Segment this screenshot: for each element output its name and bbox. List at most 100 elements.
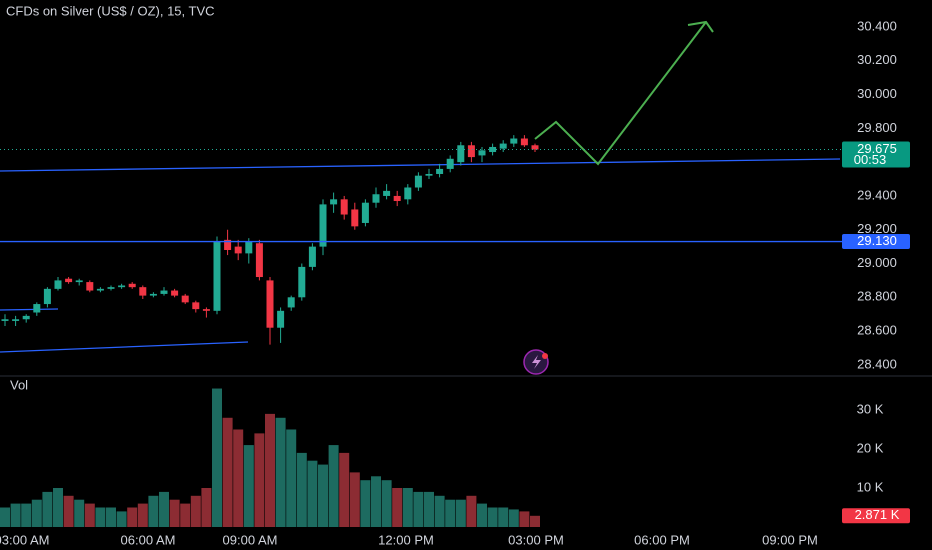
volume-bar — [212, 388, 222, 527]
x-tick-label: 09:00 AM — [223, 532, 278, 547]
candle-body — [96, 288, 104, 291]
volume-bar — [127, 507, 138, 527]
volume-bar — [286, 429, 297, 527]
volume-bar — [296, 452, 307, 527]
candle-body — [361, 202, 369, 223]
volume-bar — [74, 499, 85, 527]
projection-arrow — [534, 21, 707, 166]
volume-bar — [243, 445, 254, 527]
volume-bar — [519, 511, 530, 527]
volume-badge — [842, 508, 910, 524]
candle-body — [22, 315, 30, 320]
x-tick-label: 12:00 PM — [378, 532, 434, 547]
x-tick-label: 03:00 AM — [0, 532, 49, 547]
volume-bar — [466, 495, 477, 527]
volume-bar — [339, 452, 350, 527]
candle-body — [181, 295, 189, 303]
y-tick-label: 30.400 — [857, 18, 897, 33]
y-tick-label: 30.200 — [857, 52, 897, 67]
volume-bar — [169, 499, 180, 527]
y-tick-label: 28.800 — [857, 289, 897, 304]
candle-body — [245, 241, 253, 254]
candle-body — [139, 287, 147, 296]
candle-body — [33, 304, 41, 313]
x-tick-label: 06:00 AM — [121, 532, 176, 547]
candle-body — [160, 290, 168, 294]
candle-body — [467, 145, 475, 158]
volume-bar — [508, 509, 519, 527]
volume-bar — [318, 464, 328, 527]
volume-bar — [371, 476, 381, 527]
volume-bar — [63, 495, 74, 527]
volume-bar — [413, 491, 424, 527]
volume-bar — [190, 495, 201, 527]
candle-body — [499, 143, 507, 149]
volume-bar — [0, 507, 10, 527]
volume-bar — [137, 503, 148, 527]
candle-body — [128, 283, 136, 288]
candle-body — [86, 282, 94, 291]
candle-body — [372, 194, 380, 203]
candle-body — [287, 297, 295, 308]
volume-tick-label: 10 K — [857, 479, 884, 494]
candle-body — [213, 241, 221, 311]
volume-bar — [222, 417, 233, 527]
volume-bar — [116, 511, 127, 527]
candle-body — [414, 175, 422, 188]
volume-bar — [265, 413, 275, 527]
candle-body — [171, 290, 179, 296]
trend-line — [0, 341, 249, 353]
level-badge — [842, 234, 910, 250]
volume-bar — [445, 499, 456, 527]
candle-body — [149, 293, 157, 296]
y-tick-label: 28.600 — [857, 323, 897, 338]
volume-bar — [233, 429, 244, 527]
candle-body — [531, 145, 539, 150]
arrow-head — [687, 20, 714, 33]
countdown-label: 00:53 — [854, 152, 887, 167]
y-tick-label: 29.800 — [857, 120, 897, 135]
volume-bar — [95, 507, 106, 527]
candle-body — [425, 173, 433, 176]
volume-label: Vol — [10, 377, 28, 392]
candle-body — [319, 204, 327, 247]
volume-bar — [498, 507, 509, 527]
candle-body — [298, 266, 306, 298]
volume-bar — [360, 480, 371, 527]
volume-bar — [180, 503, 191, 527]
candle-body — [266, 280, 274, 328]
candle-body — [234, 246, 242, 254]
volume-bar — [201, 487, 212, 527]
candle-body — [12, 319, 20, 321]
last-price-label: 29.675 — [857, 141, 897, 156]
volume-last-label: 2.871 K — [855, 507, 900, 522]
volume-bar — [328, 445, 339, 527]
candle-body — [192, 302, 200, 310]
trend-line — [0, 158, 841, 172]
chart-title: CFDs on Silver (US$ / OZ), 15, TVC — [6, 3, 215, 18]
volume-bar — [487, 507, 498, 527]
event-dot — [542, 353, 548, 359]
y-tick-label: 30.000 — [857, 86, 897, 101]
volume-bar — [530, 515, 540, 527]
candle-body — [383, 190, 391, 196]
candle-body — [340, 199, 348, 215]
volume-bar — [31, 499, 42, 527]
candle-body — [393, 195, 401, 202]
volume-bar — [381, 480, 392, 527]
last-price-badge — [842, 141, 910, 168]
candle-body — [457, 145, 465, 163]
candle-body — [351, 209, 359, 227]
candle-body — [520, 138, 528, 146]
volume-bar — [106, 507, 116, 527]
candle-body — [436, 168, 444, 174]
volume-bar — [10, 503, 21, 527]
candle-body — [43, 288, 51, 305]
volume-bar — [349, 472, 360, 527]
candle-body — [54, 280, 62, 289]
candle-body — [330, 199, 338, 205]
candle-body — [446, 158, 454, 169]
event-bolt — [532, 355, 541, 369]
candle-body — [308, 246, 316, 267]
